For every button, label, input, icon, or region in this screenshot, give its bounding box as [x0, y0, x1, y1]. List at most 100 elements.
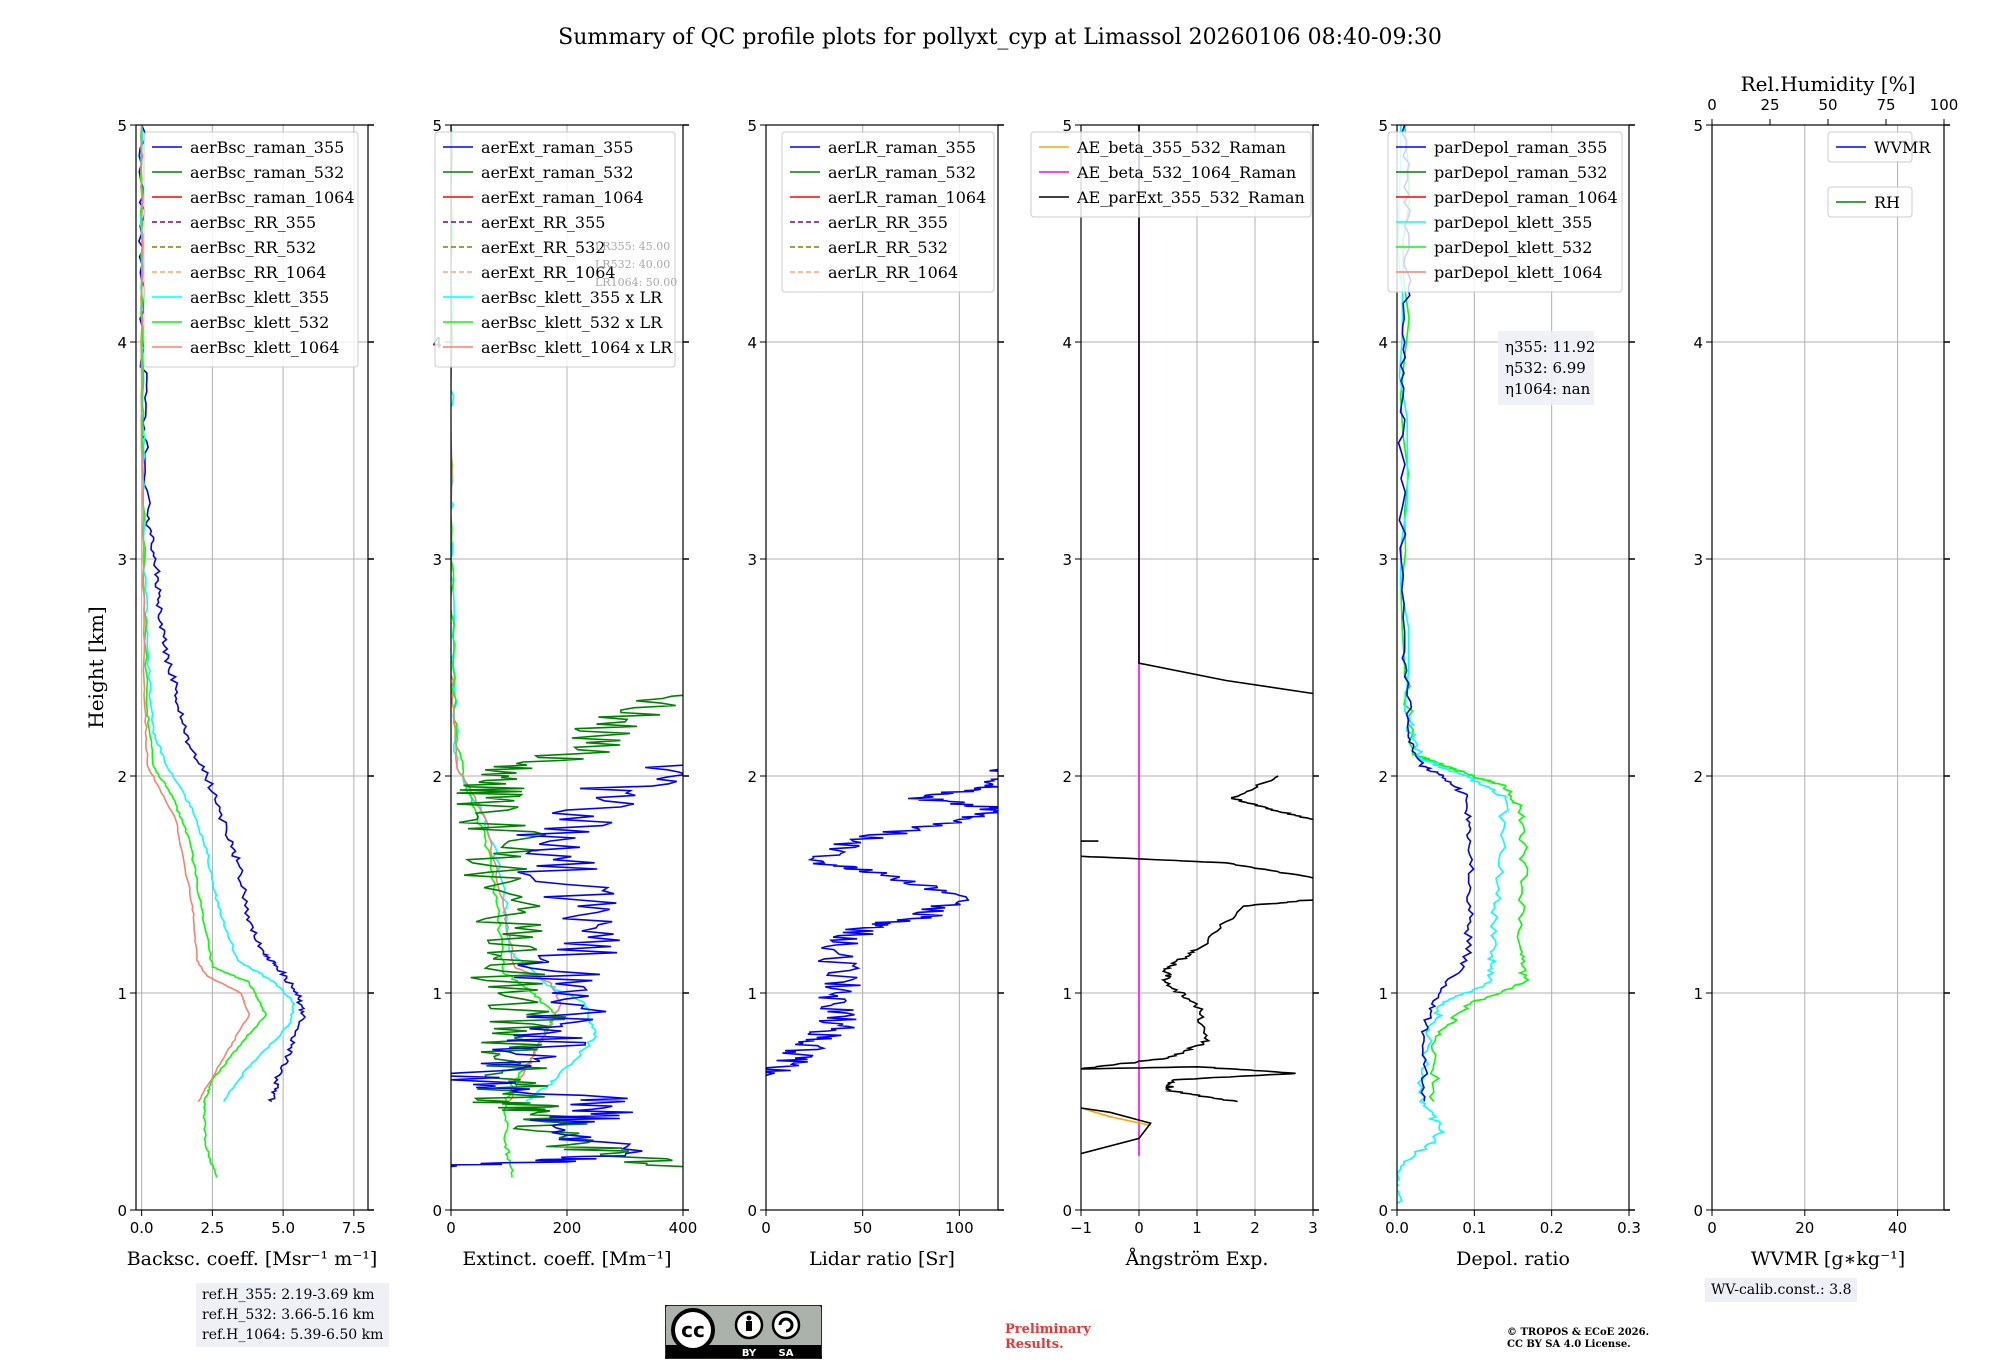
x-tick-label: 2.5: [200, 1219, 224, 1237]
y-tick-label: 3: [117, 551, 127, 569]
y-tick-label: 2: [1693, 768, 1703, 786]
x-axis-label: WVMR [g∗kg⁻¹]: [1751, 1248, 1905, 1270]
x-tick-label: 0.3: [1617, 1219, 1641, 1237]
y-tick-label: 2: [1378, 768, 1388, 786]
lr-label: LR355: 45.00: [595, 240, 670, 253]
legend: aerExt_raman_355 aerExt_raman_532 aerExt_r…: [434, 131, 676, 368]
y-tick-label: 1: [117, 985, 127, 1003]
panel-bsc: 0.0 2.5 5.0 7.5 0 1 2 3 4 5 Backsc. coeff. [Msr⁻¹ …: [84, 117, 377, 1270]
wv-calib-const: WV-calib.const.: 3.8: [1711, 1282, 1852, 1298]
legend-box: [1827, 186, 1913, 218]
x-tick-label: 0.2: [1540, 1219, 1564, 1237]
legend-label: aerLR_RR_532: [828, 238, 948, 257]
legend-label: AE_beta_532_1064_Raman: [1076, 163, 1296, 182]
legend-box: [1827, 131, 1913, 163]
legend-label: parDepol_klett_1064: [1434, 263, 1603, 282]
series-line: [1081, 1107, 1152, 1155]
wv-calibration-box: WV-calib.const.: 3.8: [1705, 1278, 1858, 1302]
y-tick-label: 2: [117, 768, 127, 786]
lr-label: LR1064: 50.00: [595, 276, 677, 289]
eta-box: η355: 11.92 η532: 6.99 η1064: nan: [1498, 331, 1595, 405]
top-x-tick-label: 25: [1760, 96, 1779, 114]
y-tick-label: 5: [1378, 117, 1388, 135]
series-line: [140, 125, 251, 1103]
x-tick-label: 7.5: [342, 1219, 366, 1237]
series-line: [1081, 855, 1313, 879]
top-x-tick-label: 50: [1818, 96, 1837, 114]
x-tick-label: 2: [1250, 1219, 1260, 1237]
legend: AE_beta_355_532_Raman AE_beta_532_1064_Ra…: [1030, 131, 1312, 218]
svg-text:cc: cc: [681, 1318, 705, 1342]
x-axis-label: Backsc. coeff. [Msr⁻¹ m⁻¹]: [127, 1248, 378, 1270]
top-axis-label: Rel.Humidity [%]: [1741, 72, 1916, 96]
legend-label: aerBsc_RR_532: [190, 238, 316, 257]
y-tick-label: 1: [1693, 985, 1703, 1003]
y-tick-label: 3: [1693, 551, 1703, 569]
x-axis-label: Lidar ratio [Sr]: [809, 1248, 955, 1270]
legend-label: parDepol_raman_532: [1434, 163, 1607, 182]
legend-box: [1387, 131, 1623, 293]
y-tick-label: 1: [432, 985, 442, 1003]
axes-frame: [765, 124, 999, 1211]
preliminary-line-2: Results.: [1005, 1337, 1064, 1352]
y-tick-label: 4: [1378, 334, 1388, 352]
axes-frame: [1396, 124, 1630, 1211]
legend-label: aerBsc_klett_532 x LR: [481, 313, 663, 332]
x-tick-label: 0.1: [1462, 1219, 1486, 1237]
x-tick-label: 5.0: [271, 1219, 295, 1237]
series-line: [451, 125, 563, 1103]
panel-wv: 0 20 40 0 1 2 3 4 5 WVMR [g∗kg⁻¹] 0 25 50 75 100 Rel.Hu…: [1693, 72, 1958, 1270]
legend-label: parDepol_raman_355: [1434, 138, 1607, 157]
y-tick-label: 3: [1062, 551, 1072, 569]
top-x-tick-label: 75: [1876, 96, 1895, 114]
series-line: [1138, 125, 1313, 695]
series-line: [766, 768, 998, 1077]
legend: WVMR RH: [1827, 131, 1931, 218]
x-tick-label: 0: [446, 1219, 456, 1237]
legend-label: aerLR_raman_1064: [828, 188, 986, 207]
eta-label: η1064: nan: [1505, 380, 1591, 398]
x-tick-label: −1: [1070, 1219, 1092, 1237]
legend: aerLR_raman_355 aerLR_raman_532 aerLR_rama…: [781, 131, 995, 293]
y-tick-label: 0: [1378, 1202, 1388, 1220]
y-tick-label: 3: [747, 551, 757, 569]
y-tick-label: 4: [1062, 334, 1072, 352]
series-line: [1230, 775, 1313, 821]
x-tick-label: 0: [761, 1219, 771, 1237]
y-axis-label: Height [km]: [84, 606, 108, 728]
x-tick-label: 200: [553, 1219, 582, 1237]
series-line: [1081, 898, 1313, 1103]
x-tick-label: 1: [1192, 1219, 1202, 1237]
panel-depol: 0.0 0.1 0.2 0.3 0 1 2 3 4 5 Depol. ratio parDepol_r…: [1378, 117, 1640, 1270]
x-tick-label: 0: [1134, 1219, 1144, 1237]
series-line: [456, 689, 683, 1168]
ref-height-355: ref.H_355: 2.19-3.69 km: [202, 1287, 375, 1303]
y-tick-label: 4: [747, 334, 757, 352]
y-tick-label: 5: [747, 117, 757, 135]
legend: aerBsc_raman_355 aerBsc_raman_532 aerBsc_r…: [143, 131, 359, 368]
top-x-tick-label: 100: [1930, 96, 1959, 114]
legend-label: aerBsc_RR_355: [190, 213, 316, 232]
x-tick-label: 3: [1308, 1219, 1318, 1237]
legend-label: AE_beta_355_532_Raman: [1076, 138, 1286, 157]
y-tick-label: 2: [1062, 768, 1072, 786]
figure-title: Summary of QC profile plots for pollyxt_…: [558, 25, 1442, 50]
legend-label: aerLR_raman_355: [828, 138, 976, 157]
y-tick-label: 0: [432, 1202, 442, 1220]
legend: parDepol_raman_355 parDepol_raman_532 parD…: [1387, 131, 1623, 293]
y-tick-label: 5: [1062, 117, 1072, 135]
x-axis-label: Depol. ratio: [1456, 1248, 1570, 1270]
lr-label: LR532: 40.00: [595, 258, 670, 271]
series-line: [1397, 125, 1509, 1210]
legend-label: aerLR_raman_532: [828, 163, 976, 182]
y-tick-label: 0: [747, 1202, 757, 1220]
preliminary-note: Preliminary Results.: [1005, 1322, 1091, 1352]
legend-label: aerExt_raman_1064: [481, 188, 644, 207]
copyright-line-1: © TROPOS & ECoE 2026.: [1507, 1327, 1650, 1338]
ref-height-1064: ref.H_1064: 5.39-6.50 km: [202, 1327, 384, 1343]
legend-label: parDepol_raman_1064: [1434, 188, 1618, 207]
series-group: [766, 768, 998, 1077]
x-tick-label: 20: [1795, 1219, 1814, 1237]
